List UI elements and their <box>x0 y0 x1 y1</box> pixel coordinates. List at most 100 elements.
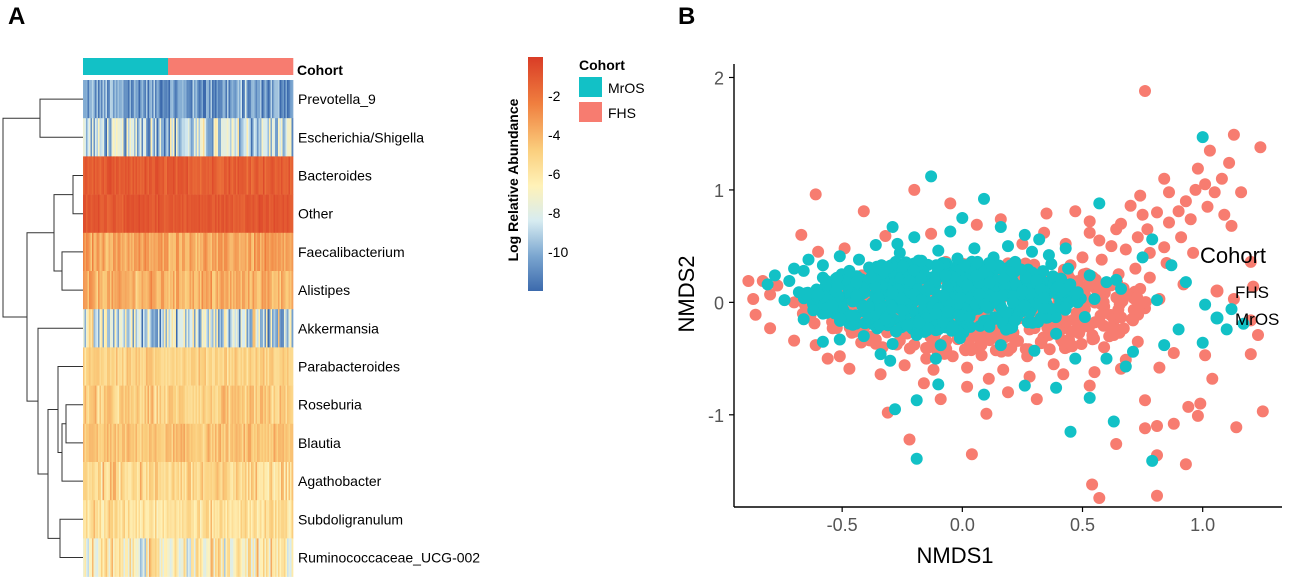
heatmap-cell <box>113 309 115 348</box>
heatmap-cell <box>92 309 94 348</box>
data-point-mros <box>1030 273 1043 286</box>
heatmap-cell <box>198 271 201 310</box>
heatmap-cell <box>288 423 291 463</box>
heatmap-cell <box>98 309 100 348</box>
colorbar-ticks: -2-4-6-8-10 <box>548 88 568 260</box>
heatmap-cell <box>261 538 264 577</box>
heatmap-cell <box>258 232 261 272</box>
heatmap-cell <box>233 194 235 234</box>
heatmap-cell <box>275 385 277 425</box>
heatmap-cell <box>203 232 205 272</box>
data-point-fhs <box>908 183 921 196</box>
heatmap-cell <box>147 271 150 310</box>
heatmap-cell <box>288 80 291 119</box>
heatmap-cell <box>210 385 213 425</box>
data-point-fhs <box>1199 349 1212 362</box>
heatmap-cell <box>96 156 99 195</box>
heatmap-cell <box>291 347 294 386</box>
cohort-annotation-bar <box>83 58 294 75</box>
heatmap-cell <box>161 385 163 425</box>
heatmap-cell <box>120 194 123 234</box>
heatmap-cell <box>258 385 261 425</box>
heatmap-cell <box>138 156 141 195</box>
heatmap-cell <box>255 538 258 577</box>
heatmap-cell <box>213 232 216 272</box>
heatmap-cell <box>110 462 112 501</box>
heatmap-cell <box>288 271 291 310</box>
heatmap-cell <box>248 271 250 310</box>
heatmap-cell <box>240 80 243 119</box>
heatmap-cell <box>273 271 276 310</box>
heatmap-cell <box>174 423 177 463</box>
heatmap-cell <box>206 232 208 272</box>
heatmap-cell <box>170 271 172 310</box>
heatmap-cell <box>254 347 256 386</box>
data-point-mros <box>944 225 957 238</box>
heatmap-row-label: Alistipes <box>298 282 350 298</box>
heatmap-cell <box>291 538 294 577</box>
heatmap-cell <box>152 462 154 501</box>
heatmap-row <box>83 194 294 234</box>
heatmap-cell <box>152 538 154 577</box>
heatmap-cell <box>264 271 267 310</box>
data-point-mros <box>1083 391 1096 404</box>
heatmap-cell <box>149 423 151 463</box>
data-point-mros <box>903 275 916 287</box>
heatmap-cell <box>156 309 159 348</box>
heatmap-cell <box>216 309 219 348</box>
heatmap-cell <box>93 347 96 386</box>
heatmap-cell <box>99 271 102 310</box>
heatmap-cell <box>234 347 237 386</box>
heatmap-cell <box>99 347 102 386</box>
heatmap-cell <box>204 118 207 157</box>
heatmap-cell <box>258 156 261 195</box>
heatmap-cell <box>231 500 234 539</box>
heatmap-cell <box>233 271 235 310</box>
heatmap-cell <box>167 385 169 425</box>
heatmap-cell <box>260 538 262 577</box>
data-point-fhs <box>917 377 930 390</box>
heatmap-cell <box>290 462 292 501</box>
heatmap-cell <box>153 309 156 348</box>
heatmap-cell <box>222 500 225 539</box>
heatmap-cell <box>183 423 186 463</box>
heatmap-cell <box>186 309 189 348</box>
heatmap-cell <box>252 309 255 348</box>
heatmap-cell <box>266 385 268 425</box>
heatmap-cell <box>290 232 292 272</box>
heatmap-cell <box>161 462 163 501</box>
heatmap-cell <box>284 80 286 119</box>
heatmap-row <box>83 309 294 348</box>
heatmap-cell <box>206 271 208 310</box>
heatmap-cell <box>120 156 123 195</box>
heatmap-cell <box>152 500 154 539</box>
heatmap-cell <box>213 271 216 310</box>
heatmap-cell <box>86 232 88 272</box>
heatmap-cell <box>267 538 270 577</box>
heatmap-cell <box>216 271 219 310</box>
data-point-mros <box>1033 233 1046 246</box>
heatmap-cell <box>179 156 181 195</box>
heatmap-cell <box>168 500 171 539</box>
heatmap-cell <box>282 232 285 272</box>
heatmap-cell <box>258 347 261 386</box>
heatmap-cell <box>179 347 181 386</box>
data-point-mros <box>881 261 894 274</box>
data-point-fhs <box>1095 253 1108 266</box>
heatmap-cell <box>177 232 180 272</box>
heatmap-cell <box>180 385 183 425</box>
x-tick-label: 0.0 <box>950 515 975 535</box>
heatmap-cell <box>269 385 271 425</box>
heatmap-cell <box>105 423 108 463</box>
data-point-fhs <box>795 228 808 241</box>
heatmap-cell <box>273 194 276 234</box>
heatmap-cell <box>123 385 126 425</box>
heatmap-cell <box>194 462 196 501</box>
heatmap-cell <box>275 156 277 195</box>
data-point-fhs <box>1244 348 1257 361</box>
heatmap-cell <box>222 271 225 310</box>
heatmap-cell <box>90 194 93 234</box>
heatmap-cell <box>122 118 124 157</box>
data-point-mros <box>853 253 865 266</box>
heatmap-cell <box>102 118 105 157</box>
